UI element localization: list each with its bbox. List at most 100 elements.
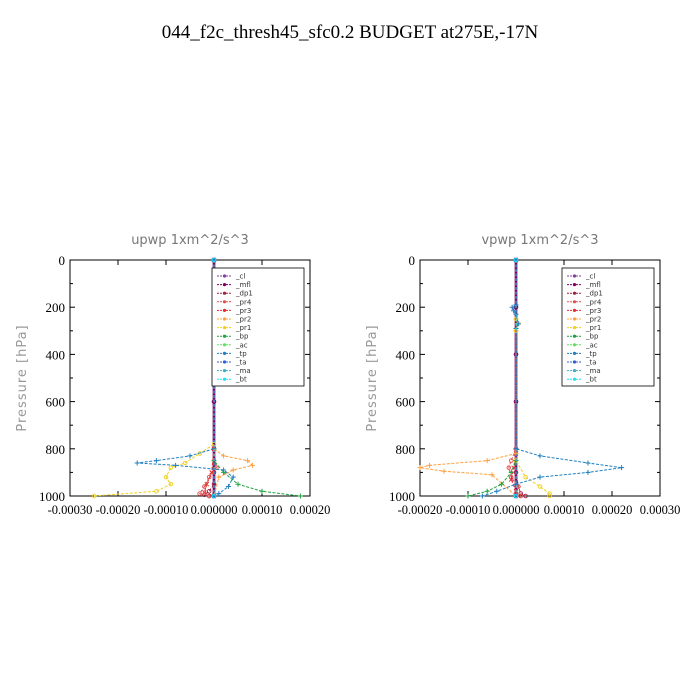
series-line — [198, 260, 217, 497]
legend-marker — [572, 377, 577, 381]
data-point — [585, 469, 591, 475]
series-line — [137, 260, 234, 497]
x-tick-label: 0.000000 — [493, 503, 540, 517]
legend-marker — [572, 351, 577, 355]
x-tick-label: 0.00020 — [592, 503, 633, 517]
data-point — [508, 469, 514, 475]
legend-entry: _pr2 — [217, 316, 251, 324]
legend-marker — [222, 369, 227, 373]
series-pr1 — [513, 257, 552, 499]
y-tick-label: 400 — [396, 347, 416, 362]
legend-entry: _pr3 — [217, 307, 251, 315]
legend-entry: _ac — [217, 341, 248, 349]
y-tick-label: 800 — [46, 442, 66, 457]
legend-entry: _bt — [217, 376, 247, 384]
legend-label: _pr4 — [585, 298, 602, 306]
legend-entry: _bt — [567, 376, 597, 384]
legend-entry: _cl — [567, 273, 595, 281]
data-point — [465, 493, 471, 499]
legend-label: _mfl — [235, 281, 251, 289]
data-point — [547, 491, 552, 496]
y-tick-label: 600 — [46, 395, 66, 410]
data-point — [221, 453, 227, 459]
y-tick-label: 200 — [396, 300, 416, 315]
data-point — [209, 470, 214, 475]
legend-marker — [222, 291, 227, 295]
legend-label: _bp — [585, 333, 599, 341]
data-point — [523, 493, 528, 499]
legend: _cl_mfl_dp1_pr4_pr3_pr2_pr1_bp_ac_tp_ta_… — [211, 267, 305, 387]
legend-label: _ac — [235, 341, 248, 349]
data-point — [508, 477, 514, 482]
data-point — [585, 460, 591, 466]
data-point — [509, 304, 515, 310]
legend-label: _pr4 — [235, 298, 252, 306]
series-tp — [134, 257, 236, 499]
legend-entry: _cl — [217, 273, 245, 281]
data-point — [523, 474, 528, 480]
legend-label: _pr1 — [235, 324, 251, 332]
data-point — [537, 453, 543, 459]
panel-title: vpwp 1xm^2/s^3 — [481, 233, 598, 248]
y-tick-label: 400 — [46, 347, 66, 362]
data-point — [249, 462, 255, 468]
legend-marker — [222, 283, 227, 287]
data-point — [547, 493, 552, 499]
y-tick-label: 0 — [409, 253, 416, 268]
x-tick-label: 0.00020 — [290, 503, 331, 517]
figure-title: 044_f2c_thresh45_sfc0.2 BUDGET at275E,-1… — [161, 22, 539, 43]
data-point — [216, 491, 222, 497]
series-line — [508, 260, 522, 497]
legend-label: _cl — [585, 273, 595, 281]
legend-marker — [222, 326, 227, 330]
data-point — [537, 474, 543, 480]
chart-panel-1: upwp 1xm^2/s^3 Pressure [hPa] 0 200 400 600 80… — [15, 233, 330, 517]
data-point — [619, 465, 625, 471]
legend-marker — [572, 343, 577, 347]
data-point — [417, 465, 423, 471]
data-point — [513, 493, 519, 499]
data-point — [489, 472, 495, 478]
y-tick-label: 800 — [396, 442, 416, 457]
series-pr1 — [91, 257, 217, 499]
data-point — [235, 481, 241, 487]
data-point — [182, 460, 188, 466]
x-tick-label: 0.00010 — [242, 503, 283, 517]
data-point — [511, 308, 517, 314]
series-line — [467, 260, 517, 497]
data-point — [197, 491, 202, 496]
data-point — [427, 462, 433, 468]
legend-label: _cl — [235, 273, 245, 281]
series-pr2 — [417, 257, 520, 499]
legend-label: _pr3 — [585, 307, 601, 315]
chart-panel-2: vpwp 1xm^2/s^3 Pressure [hPa] 0 200 400 600 80… — [365, 233, 680, 517]
data-point — [168, 465, 174, 470]
legend-marker — [222, 334, 227, 338]
legend-entry: _pr1 — [567, 324, 601, 332]
data-point — [230, 467, 236, 473]
y-tick-label: 1000 — [39, 489, 65, 504]
legend-label: _bt — [235, 376, 247, 384]
series-line — [93, 260, 215, 497]
legend-entry: _ta — [217, 359, 247, 367]
y-tick-label: 0 — [59, 253, 66, 268]
legend-entry: _tp — [567, 350, 597, 358]
legend-marker — [572, 274, 577, 278]
legend-label: _dp1 — [235, 290, 253, 298]
data-point — [516, 484, 521, 489]
legend-box — [211, 267, 305, 387]
legend-label: _dp1 — [585, 290, 603, 298]
legend-entry: _pr4 — [217, 298, 252, 306]
legend-entry: _tp — [217, 350, 247, 358]
x-tick-label: 0.000000 — [191, 503, 238, 517]
data-point — [202, 490, 207, 495]
legend: _cl_mfl_dp1_pr4_pr3_pr2_pr1_bp_ac_tp_ta_… — [561, 267, 655, 387]
data-point — [506, 465, 512, 470]
x-tick-label: -0.00020 — [398, 503, 443, 517]
data-point — [134, 460, 140, 466]
data-point — [515, 321, 521, 327]
series-line — [203, 260, 215, 497]
legend-marker — [572, 300, 577, 304]
series-tp — [479, 257, 625, 499]
